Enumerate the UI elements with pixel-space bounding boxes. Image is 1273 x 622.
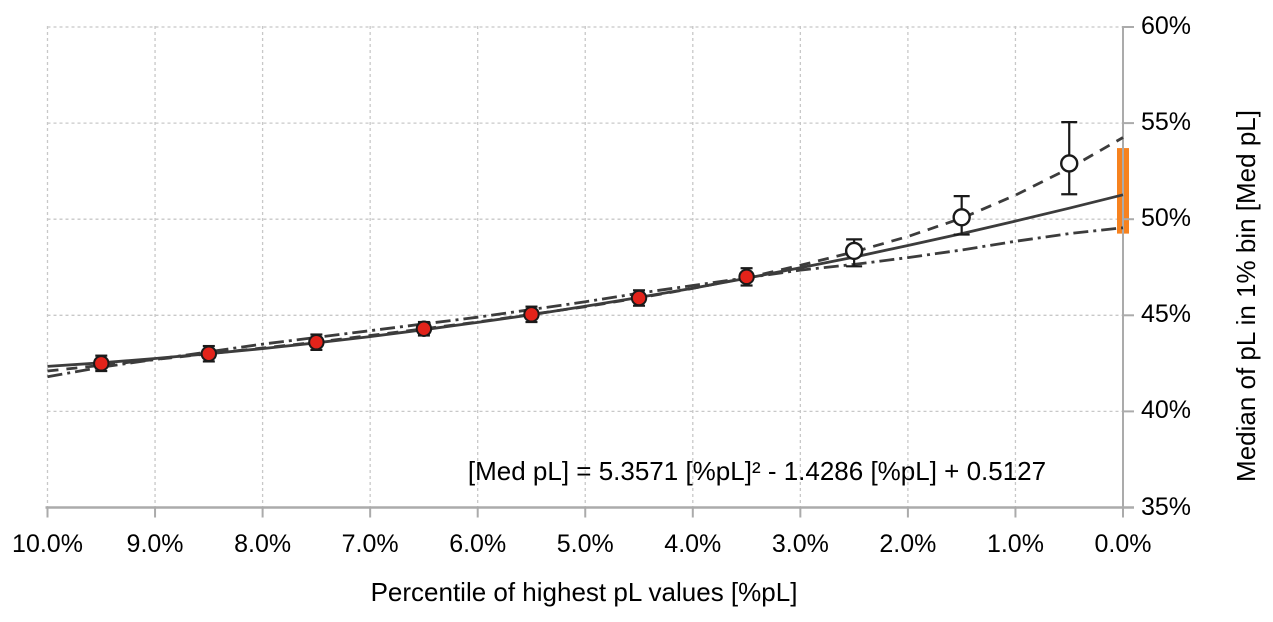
y-tick-label: 50% [1141,204,1192,233]
lower-fit-line [47,226,1124,379]
data-point-filled [308,334,325,351]
data-point-filled [523,306,540,323]
fit-equation-annotation: [Med pL] = 5.3571 [%pL]² - 1.4286 [%pL] … [467,456,1047,486]
upper-fit-line [47,136,1124,373]
x-tick-label: 5.0% [556,530,614,558]
data-point-filled [200,345,218,362]
y-tick-label: 35% [1141,492,1192,521]
x-tick-label: 10.0% [12,530,83,558]
data-point-filled [93,355,110,372]
x-tick-label: 4.0% [664,530,722,558]
data-point-open [844,241,864,261]
x-tick-label: 9.0% [126,530,184,558]
x-tick-label: 0.0% [1094,530,1152,558]
x-tick-label: 7.0% [341,530,399,558]
x-tick-label: 6.0% [449,530,507,558]
x-tick-label: 3.0% [771,530,829,558]
data-point-filled [415,320,433,337]
y-tick-label: 55% [1141,108,1192,137]
data-point-open [952,208,971,227]
y-tick-label: 60% [1141,12,1192,40]
data-point-open [1060,154,1079,173]
data-point-filled [738,268,755,286]
y-axis-title: Median of pL in 1% bin [Med pL] [1231,110,1261,482]
x-tick-label: 1.0% [986,530,1044,558]
data-point-filled [630,289,648,307]
x-tick-label: 2.0% [879,530,937,558]
y-tick-label: 45% [1141,300,1192,329]
x-axis-title: Percentile of highest pL values [%pL] [370,577,798,607]
y-tick-label: 40% [1141,396,1192,425]
x-tick-label: 8.0% [234,530,292,558]
